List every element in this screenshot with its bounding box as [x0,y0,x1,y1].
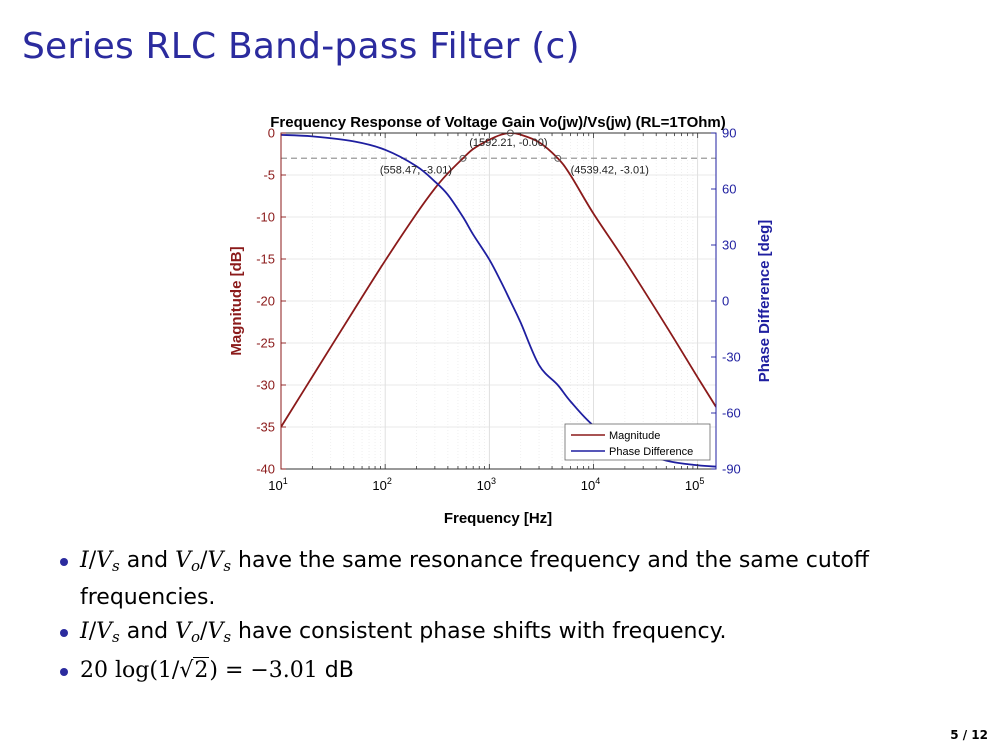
data-point-label: (1592.21, -0.00) [469,137,547,149]
bullet-item-same-frequencies: I/Vs and Vo/Vs have the same resonance f… [60,545,960,614]
x-tick-label: 104 [581,476,600,493]
y-right-tick-label: 0 [722,294,729,309]
legend-box [564,423,711,461]
math-formula: 20 log(1/√2) = −3.01 [80,657,318,683]
data-point-label: (558.47, -3.01) [380,164,452,176]
math-voltage-ratio: Vo/Vs [175,548,232,575]
y-left-tick-label: -35 [256,420,275,435]
frequency-response-chart: (1592.21, -0.00) (558.47, -3.01) (4539.42,… [228,114,773,527]
y-left-tick-label: -15 [256,252,275,267]
chart-legend: Magnitude Phase Difference [564,423,711,461]
math-current-ratio: I/Vs [80,619,120,646]
y-right-tick-label: 60 [722,182,736,197]
y-right-tick-label: -60 [722,406,741,421]
y-right-tick-label: -90 [722,462,741,477]
y-axis-left-label: Magnitude [dB] [228,246,245,355]
bullet-list: I/Vs and Vo/Vs have the same resonance f… [60,545,960,689]
marker-layer: (1592.21, -0.00) (558.47, -3.01) (4539.42,… [380,129,649,176]
bullet-text: have consistent phase shifts with freque… [231,619,727,644]
data-point-marker [554,154,562,162]
magnitude-series-line [281,133,716,428]
x-tick-label: 103 [477,476,496,493]
y-left-tick-label: -30 [256,378,275,393]
bullet-item-phase-shifts: I/Vs and Vo/Vs have consistent phase shi… [60,616,960,653]
y-right-tick-label: 90 [722,126,736,141]
x-tick-label: 101 [268,476,287,493]
data-point-marker [459,154,467,162]
axes-layer: 101 102 103 104 105 0 -5 -10 -15 -20 -25 -30 -35 -40 9… [256,126,741,494]
math-current-ratio: I/Vs [80,548,120,575]
y-left-tick-label: -5 [263,168,275,183]
bullet-text: have the same resonance frequency and th… [80,548,870,610]
y-left-tick-label: -20 [256,294,275,309]
y-left-tick-label: -40 [256,462,275,477]
x-tick-label: 105 [685,476,704,493]
math-voltage-ratio: Vo/Vs [175,619,232,646]
bullet-item-decibel-formula: 20 log(1/√2) = −3.01 dB [60,655,960,687]
y-right-tick-label: -30 [722,350,741,365]
x-axis-label: Frequency [Hz] [444,510,552,527]
bullet-text-and: and [119,548,176,573]
legend-label-phase: Phase Difference [609,446,693,458]
legend-label-magnitude: Magnitude [609,430,660,442]
y-left-tick-label: 0 [268,126,275,141]
data-point-label: (4539.42, -3.01) [571,164,649,176]
x-tick-label: 102 [372,476,391,493]
grid-layer [280,132,716,470]
y-left-tick-label: -25 [256,336,275,351]
bullet-text-and: and [119,619,176,644]
y-right-tick-label: 30 [722,238,736,253]
slide-title: Series RLC Band-pass Filter (c) [22,26,580,67]
y-left-tick-label: -10 [256,210,275,225]
y-axis-right-label: Phase Difference [deg] [756,220,773,383]
bullet-text-unit: dB [317,658,354,683]
page-number: 5 / 12 [950,728,988,742]
chart-title: Frequency Response of Voltage Gain Vo(jw… [270,114,725,131]
